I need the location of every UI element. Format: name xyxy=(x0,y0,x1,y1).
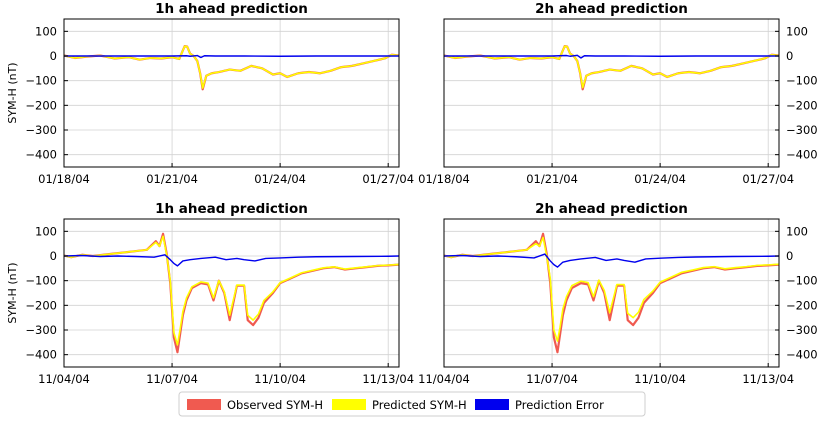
y-tick-label: −100 xyxy=(25,274,57,288)
series-prediction-error xyxy=(64,254,399,267)
series-group xyxy=(64,232,399,354)
x-tick-label: 11/13/04 xyxy=(362,372,414,386)
series-prediction-error xyxy=(64,54,399,59)
x-tick-label: 01/24/04 xyxy=(254,172,306,186)
x-tick-label: 01/27/04 xyxy=(742,172,794,186)
chart-title: 1h ahead prediction xyxy=(155,201,308,217)
x-tick-label: 01/21/04 xyxy=(146,172,198,186)
x-tick-label: 11/13/04 xyxy=(742,372,794,386)
grid xyxy=(63,19,399,167)
legend-swatch-prediction-error xyxy=(475,399,509,410)
x-tick-label: 11/07/04 xyxy=(526,372,578,386)
x-tick-label: 01/18/04 xyxy=(38,172,90,186)
chart-title: 2h ahead prediction xyxy=(535,1,688,17)
axes-frame xyxy=(63,18,400,168)
chart-panel-4: 100 0 −100 −200 −300 −400 11/04/04 11/07/04 11/1… xyxy=(418,201,817,386)
legend-label-predicted-sym-h: Predicted SYM-H xyxy=(372,398,467,412)
y-tick-label: 100 xyxy=(35,224,57,238)
y-tick-label: −100 xyxy=(786,274,818,288)
series-prediction-error xyxy=(444,54,779,59)
y-tick-label: −200 xyxy=(25,98,57,112)
y-tick-label: 100 xyxy=(786,224,808,238)
y-tick-label: 0 xyxy=(50,49,57,63)
y-tick-label: −400 xyxy=(786,148,818,162)
axes-frame xyxy=(63,218,400,368)
series-group xyxy=(444,232,779,354)
axes-frame xyxy=(443,218,780,368)
x-tick-label: 01/27/04 xyxy=(362,172,414,186)
series-predicted-sym-h xyxy=(64,235,399,346)
y-tick-label: 0 xyxy=(786,49,793,63)
y-tick-label: −100 xyxy=(786,74,818,88)
x-tick-label: 11/10/04 xyxy=(254,372,306,386)
legend-label-prediction-error: Prediction Error xyxy=(515,398,604,412)
axes-frame xyxy=(443,18,780,168)
legend-box xyxy=(178,391,646,417)
grid xyxy=(63,219,399,367)
y-axis-label: SYM-H (nT) xyxy=(6,62,19,123)
legend-swatch-predicted-sym-h xyxy=(332,399,366,410)
chart-panel-3: 100 0 −100 −200 −300 −400 11/04/04 11/07/04 11/1… xyxy=(6,201,414,386)
y-tick-label: −100 xyxy=(25,74,57,88)
series-predicted-sym-h xyxy=(444,236,779,342)
grid xyxy=(443,19,779,167)
series-predicted-sym-h xyxy=(444,45,779,89)
chart-panel-1: 100 0 −100 −200 −300 −400 01/18/04 01/21/04 01/2… xyxy=(6,1,414,186)
y-tick-label: −300 xyxy=(786,123,818,137)
series-group xyxy=(64,45,399,91)
y-tick-label: −200 xyxy=(786,98,818,112)
y-axis-label: SYM-H (nT) xyxy=(6,262,19,323)
series-observed-sym-h xyxy=(444,232,779,354)
legend-swatch-observed-sym-h xyxy=(187,399,221,410)
y-tick-label: −300 xyxy=(25,323,57,337)
y-tick-label: 0 xyxy=(786,249,793,263)
y-tick-label: 0 xyxy=(50,249,57,263)
series-prediction-error xyxy=(444,253,779,268)
series-observed-sym-h xyxy=(444,45,779,91)
x-tick-label: 01/18/04 xyxy=(418,172,470,186)
series-observed-sym-h xyxy=(64,45,399,91)
x-tick-label: 01/24/04 xyxy=(634,172,686,186)
series-predicted-sym-h xyxy=(64,45,399,89)
x-tick-label: 01/21/04 xyxy=(526,172,578,186)
y-tick-label: 100 xyxy=(35,24,57,38)
x-tick-label: 11/04/04 xyxy=(418,372,470,386)
series-observed-sym-h xyxy=(64,232,399,354)
x-tick-label: 11/07/04 xyxy=(146,372,198,386)
y-tick-label: −200 xyxy=(25,298,57,312)
y-tick-label: −400 xyxy=(25,148,57,162)
y-tick-label: −200 xyxy=(786,298,818,312)
y-tick-label: −300 xyxy=(786,323,818,337)
chart-title: 2h ahead prediction xyxy=(535,201,688,217)
y-tick-label: −400 xyxy=(786,348,818,362)
chart-panel-2: 100 0 −100 −200 −300 −400 01/18/04 01/21/04 01/2… xyxy=(418,1,817,186)
series-group xyxy=(444,45,779,91)
y-tick-label: −300 xyxy=(25,123,57,137)
y-tick-label: −400 xyxy=(25,348,57,362)
x-tick-label: 11/10/04 xyxy=(634,372,686,386)
grid xyxy=(443,219,779,367)
y-tick-label: 100 xyxy=(786,24,808,38)
legend-label-observed-sym-h: Observed SYM-H xyxy=(227,398,323,412)
x-tick-label: 11/04/04 xyxy=(38,372,90,386)
legend: Observed SYM-H Predicted SYM-H Prediction … xyxy=(178,391,646,417)
chart-title: 1h ahead prediction xyxy=(155,1,308,17)
